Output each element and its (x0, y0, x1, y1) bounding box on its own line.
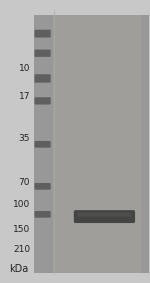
FancyBboxPatch shape (34, 30, 51, 38)
Text: kDa: kDa (9, 264, 28, 274)
Text: 17: 17 (19, 92, 30, 101)
Text: 150: 150 (13, 225, 30, 234)
Text: 210: 210 (13, 245, 30, 254)
Text: 100: 100 (13, 200, 30, 209)
Text: 10: 10 (19, 64, 30, 73)
Text: 35: 35 (19, 134, 30, 143)
FancyBboxPatch shape (34, 141, 51, 148)
FancyBboxPatch shape (34, 74, 51, 83)
FancyBboxPatch shape (53, 15, 141, 273)
FancyBboxPatch shape (74, 210, 135, 223)
FancyBboxPatch shape (34, 50, 51, 57)
FancyBboxPatch shape (34, 97, 51, 104)
FancyBboxPatch shape (78, 213, 131, 216)
FancyBboxPatch shape (34, 211, 51, 218)
Text: 70: 70 (19, 178, 30, 186)
FancyBboxPatch shape (34, 183, 51, 190)
